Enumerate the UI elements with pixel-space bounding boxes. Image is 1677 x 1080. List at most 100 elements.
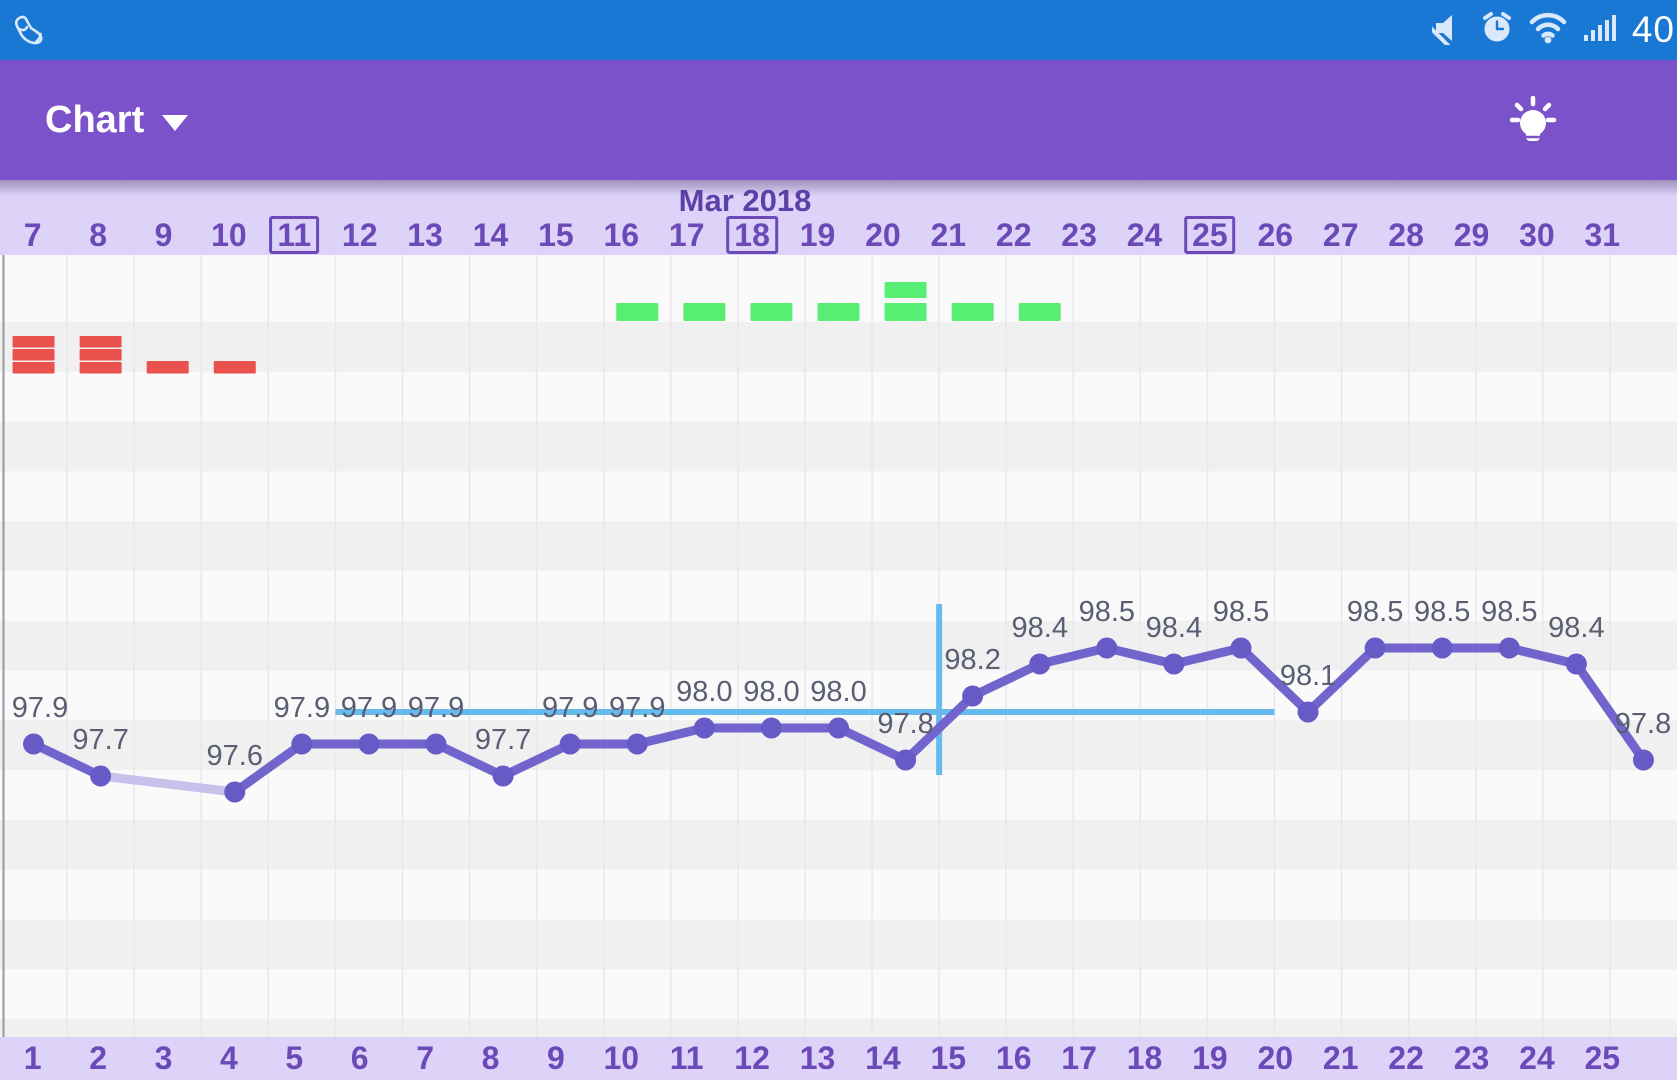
svg-text:98.5: 98.5 <box>1481 596 1537 628</box>
cycle-day-13[interactable]: 13 <box>799 1040 836 1076</box>
calendar-date-12[interactable]: 12 <box>341 217 378 253</box>
cycle-day-9[interactable]: 9 <box>546 1040 565 1076</box>
app-bar: Chart <box>0 60 1677 180</box>
cycle-day-14[interactable]: 14 <box>865 1040 901 1076</box>
calendar-date-26[interactable]: 26 <box>1257 217 1294 253</box>
cycle-day-20[interactable]: 20 <box>1257 1040 1294 1076</box>
appbar-drop-shadow <box>0 180 1677 196</box>
status-icons: 40 <box>1428 0 1677 60</box>
cycle-day-5[interactable]: 5 <box>285 1040 304 1076</box>
light-bulb-button[interactable] <box>1509 95 1557 152</box>
cycle-day-10[interactable]: 10 <box>603 1040 640 1076</box>
volume-muted-icon <box>1428 11 1466 56</box>
calendar-date-11[interactable]: 11 <box>269 216 320 254</box>
svg-text:98.5: 98.5 <box>1213 596 1269 628</box>
status-bar: 40 <box>0 0 1677 60</box>
svg-text:97.8: 97.8 <box>1615 708 1671 740</box>
calendar-date-29[interactable]: 29 <box>1453 217 1490 253</box>
left-axis-line <box>2 255 5 1037</box>
svg-text:98.2: 98.2 <box>944 644 1000 676</box>
calendar-date-21[interactable]: 21 <box>930 217 967 253</box>
calendar-date-31[interactable]: 31 <box>1584 217 1621 253</box>
calendar-date-13[interactable]: 13 <box>407 217 443 253</box>
shoe-notification-icon <box>10 12 50 57</box>
svg-text:97.8: 97.8 <box>877 708 933 740</box>
calendar-date-24[interactable]: 24 <box>1126 217 1163 253</box>
calendar-date-18[interactable]: 18 <box>726 216 778 254</box>
svg-text:98.5: 98.5 <box>1414 596 1470 628</box>
svg-text:98.4: 98.4 <box>1146 612 1202 644</box>
cycle-day-18[interactable]: 18 <box>1126 1040 1163 1076</box>
svg-text:97.9: 97.9 <box>609 692 665 724</box>
chart-area[interactable]: 97.9 97.7 97.6 97.9 97.9 97.9 97.7 97.9 97.9 98.0… <box>0 255 1677 1037</box>
cycle-day-row: 1 2 3 4 5 6 7 8 9 10 11 12 13 14 15 16 17 18 19 20 21 22 23 24 2… <box>0 1039 1677 1079</box>
svg-text:97.7: 97.7 <box>475 724 531 756</box>
calendar-date-27[interactable]: 27 <box>1322 217 1359 253</box>
cycle-day-8[interactable]: 8 <box>481 1040 500 1076</box>
status-time: 40 <box>1631 9 1675 50</box>
calendar-date-14[interactable]: 14 <box>472 217 509 253</box>
calendar-date-22[interactable]: 22 <box>995 217 1032 253</box>
cycle-day-3[interactable]: 3 <box>154 1040 173 1076</box>
calendar-date-20[interactable]: 20 <box>865 217 901 253</box>
page-title: Chart <box>45 98 145 141</box>
svg-text:97.9: 97.9 <box>408 692 464 724</box>
cycle-day-24[interactable]: 24 <box>1519 1040 1555 1076</box>
temperature-dots <box>23 637 1654 803</box>
cycle-day-1[interactable]: 1 <box>23 1040 42 1076</box>
svg-text:97.9: 97.9 <box>12 692 68 724</box>
svg-text:98.0: 98.0 <box>810 676 866 708</box>
cycle-day-16[interactable]: 16 <box>995 1040 1032 1076</box>
background-stripes <box>0 255 1677 1037</box>
calendar-date-17[interactable]: 17 <box>668 217 705 253</box>
svg-text:97.7: 97.7 <box>72 724 128 756</box>
svg-text:98.0: 98.0 <box>676 676 732 708</box>
cycle-day-2[interactable]: 2 <box>89 1040 107 1076</box>
cycle-day-footer-band <box>0 1037 1677 1080</box>
calendar-date-7[interactable]: 7 <box>23 217 42 253</box>
cycle-day-17[interactable]: 17 <box>1061 1040 1097 1076</box>
view-selector-dropdown[interactable]: Chart <box>45 60 189 180</box>
cycle-day-6[interactable]: 6 <box>350 1040 369 1076</box>
cycle-day-22[interactable]: 22 <box>1388 1040 1424 1076</box>
svg-text:98.4: 98.4 <box>1548 612 1604 644</box>
calendar-date-8[interactable]: 8 <box>89 217 107 253</box>
svg-text:97.9: 97.9 <box>274 692 330 724</box>
cycle-day-7[interactable]: 7 <box>416 1040 434 1076</box>
month-label: Mar 2018 <box>678 183 812 218</box>
calendar-date-30[interactable]: 30 <box>1519 217 1555 253</box>
cycle-day-21[interactable]: 21 <box>1322 1040 1359 1076</box>
svg-text:98.5: 98.5 <box>1079 596 1135 628</box>
chevron-down-icon <box>162 115 189 131</box>
cycle-day-4[interactable]: 4 <box>219 1040 238 1076</box>
temperature-value-labels: 97.997.7 97.697.9 97.9 97.997.797.9 97.9 98.0… <box>12 596 1671 772</box>
calendar-date-16[interactable]: 16 <box>603 217 640 253</box>
chart-canvas[interactable]: 97.997.7 97.697.9 97.9 97.997.797.9 97.9 98.0… <box>0 255 1677 1037</box>
svg-text:98.0: 98.0 <box>743 676 799 708</box>
calendar-date-9[interactable]: 9 <box>154 217 173 253</box>
svg-text:97.6: 97.6 <box>207 740 263 772</box>
svg-text:98.5: 98.5 <box>1347 596 1403 628</box>
cycle-day-25[interactable]: 25 <box>1584 1040 1621 1076</box>
signal-strength-icon <box>1582 11 1618 50</box>
cycle-day-11[interactable]: 11 <box>669 1040 704 1076</box>
period-flow-bars <box>12 336 256 374</box>
cycle-day-23[interactable]: 23 <box>1453 1040 1490 1076</box>
calendar-date-15[interactable]: 15 <box>538 217 574 253</box>
temperature-line <box>29 643 1648 797</box>
calendar-date-25[interactable]: 25 <box>1184 216 1236 254</box>
svg-text:97.9: 97.9 <box>542 692 598 724</box>
cycle-day-15[interactable]: 15 <box>930 1040 967 1076</box>
wifi-icon <box>1528 11 1568 50</box>
calendar-date-23[interactable]: 23 <box>1061 217 1097 253</box>
cycle-day-12[interactable]: 12 <box>734 1040 770 1076</box>
svg-text:97.9: 97.9 <box>341 692 397 724</box>
calendar-date-row: 7 8 9 10 11 12 13 14 15 16 17 18 19 20 21 22 23 24 25 26 27 2… <box>0 216 1677 256</box>
calendar-date-10[interactable]: 10 <box>211 217 247 253</box>
svg-text:98.4: 98.4 <box>1012 612 1068 644</box>
calendar-date-28[interactable]: 28 <box>1388 217 1424 253</box>
cycle-day-19[interactable]: 19 <box>1192 1040 1228 1076</box>
svg-text:98.1: 98.1 <box>1280 660 1336 692</box>
calendar-date-19[interactable]: 19 <box>799 217 836 253</box>
